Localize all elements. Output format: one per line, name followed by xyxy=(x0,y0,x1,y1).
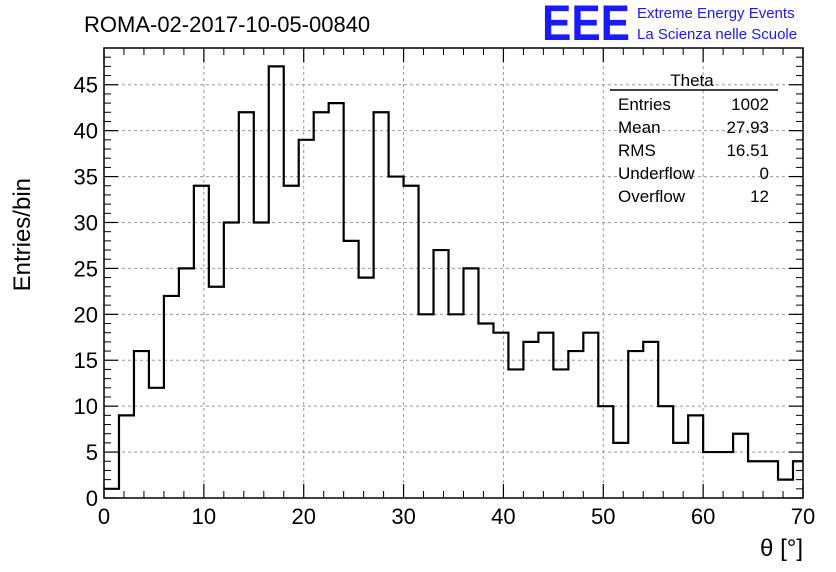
stats-value-rms: 16.51 xyxy=(726,141,769,160)
stats-label-underflow: Underflow xyxy=(618,164,695,183)
x-tick-label: 40 xyxy=(491,504,515,529)
y-tick-label: 25 xyxy=(74,256,98,281)
stats-label-mean: Mean xyxy=(618,118,661,137)
stats-value-overflow: 12 xyxy=(750,187,769,206)
stats-value-entries: 1002 xyxy=(731,95,769,114)
x-tick-label: 10 xyxy=(192,504,216,529)
eee-logo: EEE Extreme Energy Events La Scienza nel… xyxy=(542,0,797,51)
stats-value-mean: 27.93 xyxy=(726,118,769,137)
eee-logo-mark: EEE xyxy=(542,0,630,51)
x-tick-label: 20 xyxy=(291,504,315,529)
x-tick-label: 70 xyxy=(791,504,815,529)
y-tick-label: 35 xyxy=(74,165,98,190)
x-tick-label: 0 xyxy=(98,504,110,529)
y-tick-label: 15 xyxy=(74,348,98,373)
logo-caption-line1: Extreme Energy Events xyxy=(637,5,795,22)
x-tick-labels: 0 10 20 30 40 50 60 70 xyxy=(98,504,815,529)
stats-box-title: Theta xyxy=(670,71,714,90)
stats-box: Theta Entries 1002 Mean 27.93 RMS 16.51 … xyxy=(610,71,778,206)
chart-title: ROMA-02-2017-10-05-00840 xyxy=(84,12,370,37)
grid-lines xyxy=(104,48,803,498)
y-tick-label: 30 xyxy=(74,210,98,235)
stats-label-overflow: Overflow xyxy=(618,187,686,206)
y-tick-labels: 0 5 10 15 20 25 30 35 40 45 xyxy=(74,73,98,511)
stats-label-rms: RMS xyxy=(618,141,656,160)
y-tick-label: 20 xyxy=(74,302,98,327)
histogram-outline xyxy=(104,65,803,490)
x-axis-label: θ [°] xyxy=(760,535,803,562)
plot-frame xyxy=(103,47,804,499)
y-tick-label: 10 xyxy=(74,394,98,419)
x-tick-label: 50 xyxy=(591,504,615,529)
y-tick-label: 45 xyxy=(74,73,98,98)
y-tick-label: 5 xyxy=(86,440,98,465)
logo-caption-line2: La Scienza nelle Scuole xyxy=(637,26,797,43)
stats-label-entries: Entries xyxy=(618,95,671,114)
x-tick-label: 60 xyxy=(691,504,715,529)
y-tick-label: 0 xyxy=(86,486,98,511)
stats-value-underflow: 0 xyxy=(760,164,769,183)
y-tick-label: 40 xyxy=(74,119,98,144)
x-tick-label: 30 xyxy=(391,504,415,529)
axis-ticks xyxy=(103,48,804,499)
y-axis-label: Entries/bin xyxy=(9,178,36,291)
